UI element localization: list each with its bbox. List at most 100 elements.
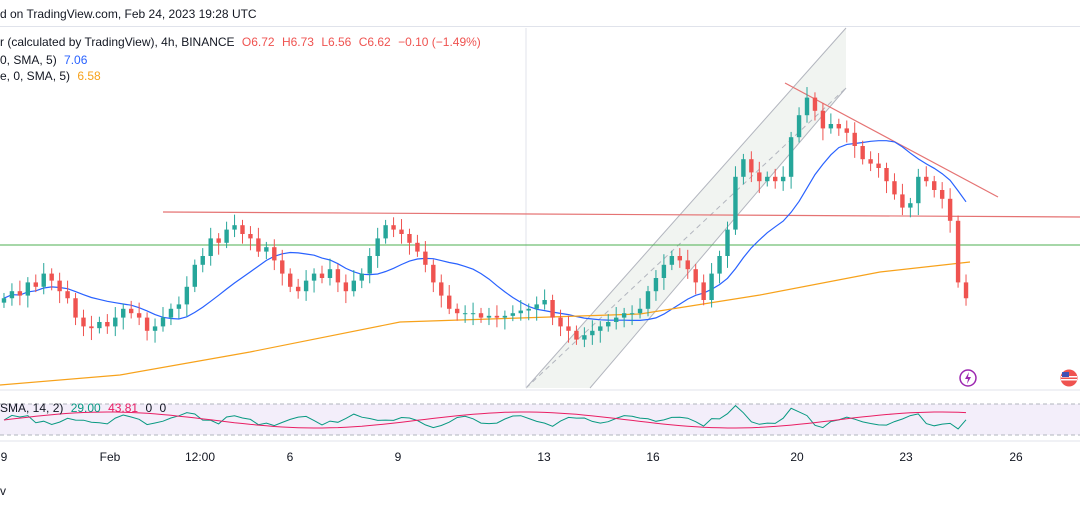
candle-body <box>542 300 547 305</box>
candle-body <box>669 256 675 265</box>
candle-body <box>788 137 794 177</box>
ma2-value: 6.58 <box>77 69 101 83</box>
candle-body <box>685 260 690 270</box>
candle-body <box>868 159 873 164</box>
candle-body <box>144 317 150 331</box>
candle-body <box>947 198 953 221</box>
candle-body <box>359 273 364 281</box>
candle-body <box>25 282 31 296</box>
rsi-ma-line <box>3 411 967 429</box>
candle-body <box>264 247 269 252</box>
candle-body <box>613 317 619 322</box>
candle-body <box>709 273 714 300</box>
candle-body <box>200 256 205 265</box>
candle-body <box>57 280 62 292</box>
candle-body <box>780 176 786 182</box>
candle-body <box>407 234 412 243</box>
descending-trend-line <box>784 82 999 198</box>
candlesticks <box>1 87 969 348</box>
candle-body <box>232 225 237 230</box>
rsi-panel <box>0 403 1080 436</box>
ma2-label: e, 0, SMA, 5) <box>0 69 71 83</box>
candle-body <box>113 317 118 327</box>
candle-body <box>319 273 325 278</box>
top-bar <box>0 0 1080 27</box>
candle-body <box>311 273 317 281</box>
time-label: 9 <box>0 450 8 464</box>
candle-body <box>924 176 929 182</box>
candle-body <box>876 163 881 168</box>
candle-body <box>128 308 134 314</box>
candle-body <box>327 269 333 278</box>
candle-body <box>216 238 221 243</box>
candle-body <box>335 269 341 283</box>
candle-body <box>184 286 190 305</box>
candle-body <box>590 330 595 336</box>
candle-body <box>932 181 937 190</box>
candle-body <box>280 260 285 274</box>
time-label: 23 <box>899 450 913 464</box>
candle-body <box>367 256 372 274</box>
candle-body <box>900 194 905 208</box>
purple-lightning-icon[interactable] <box>959 369 977 387</box>
candle-body <box>955 220 961 283</box>
sma-slow-line <box>0 261 971 386</box>
candle-body <box>295 286 301 292</box>
candle-body <box>852 132 857 146</box>
rsi-legend[interactable]: SMA, 14, 2) 29.00 43.81 0 0 <box>0 401 170 415</box>
ma1-line[interactable]: 0, SMA, 5) 7.06 <box>0 53 91 67</box>
symbol-line[interactable]: r (calculated by TradingView), 4h, BINAN… <box>0 35 485 49</box>
candle-body <box>598 326 603 331</box>
rsi-line <box>3 404 967 430</box>
candle-body <box>224 229 229 243</box>
time-label: 12:00 <box>184 450 216 464</box>
candle-body <box>637 308 643 314</box>
candle-body <box>470 313 476 315</box>
candle-body <box>701 282 706 300</box>
ohlc-high: H6.73 <box>281 35 314 49</box>
candle-body <box>9 291 15 299</box>
candle-body <box>860 146 865 160</box>
published-text: d on TradingView.com, Feb 24, 2023 19:28… <box>0 7 257 21</box>
candle-body <box>81 317 86 327</box>
ma2-line[interactable]: e, 0, SMA, 5) 6.58 <box>0 69 105 83</box>
channel-upper <box>525 27 847 389</box>
symbol-description: r (calculated by TradingView), 4h, BINAN… <box>0 35 235 49</box>
time-label: 9 <box>394 450 402 464</box>
candle-body <box>661 264 667 278</box>
candle-body <box>351 280 357 292</box>
us-flag-icon[interactable] <box>1060 369 1078 387</box>
rsi-label: SMA, 14, 2) <box>0 401 64 415</box>
candle-body <box>168 308 174 318</box>
time-label: 16 <box>646 450 660 464</box>
channel-mid <box>525 87 847 389</box>
candle-body <box>17 291 23 296</box>
candle-body <box>208 238 213 256</box>
candle-body <box>478 313 484 318</box>
candle-body <box>240 225 245 234</box>
time-label: Feb <box>99 450 121 464</box>
candle-body <box>677 256 682 261</box>
candle-body <box>796 115 802 138</box>
ma1-label: 0, SMA, 5) <box>0 53 57 67</box>
candle-body <box>550 300 555 318</box>
chart-grid <box>0 389 1080 442</box>
candle-body <box>828 124 834 129</box>
candle-body <box>558 317 563 327</box>
candle-body <box>725 229 730 256</box>
candle-body <box>256 238 261 252</box>
candle-body <box>844 128 849 133</box>
candle-body <box>629 313 635 315</box>
candle-body <box>272 247 277 261</box>
candle-body <box>884 168 889 182</box>
candle-body <box>510 313 516 316</box>
candle-body <box>820 110 826 129</box>
candle-body <box>908 203 913 208</box>
candle-body <box>773 176 778 182</box>
candle-body <box>49 273 54 281</box>
candle-body <box>121 308 126 318</box>
candle-body <box>97 322 102 329</box>
candle-body <box>653 278 659 292</box>
candle-body <box>494 315 500 318</box>
